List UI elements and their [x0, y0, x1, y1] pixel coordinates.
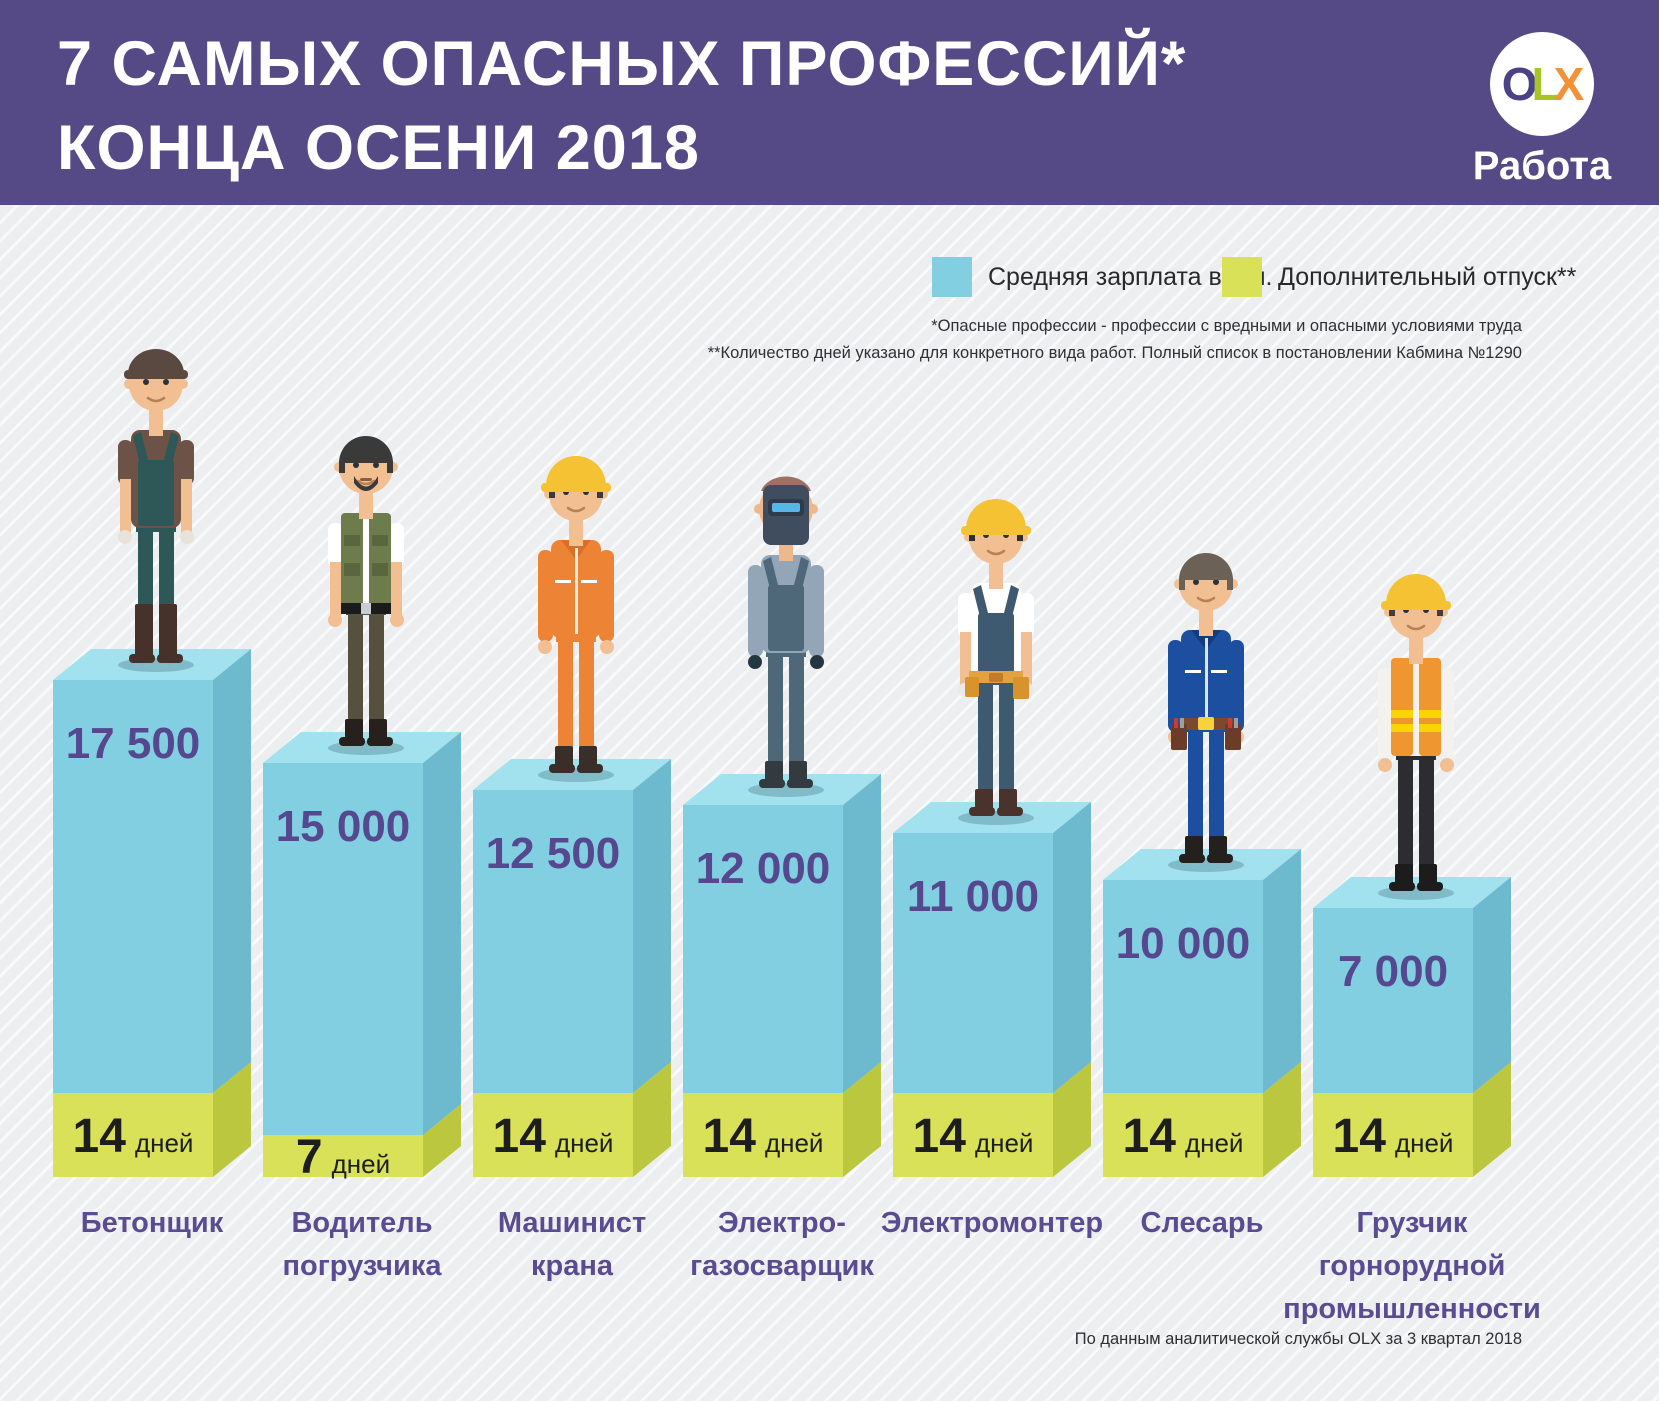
logo-product-name: Работа — [1472, 144, 1612, 188]
bar-crane-operator: 12 500 14 дней — [473, 759, 671, 1177]
profession-label-forklift-driver: Водитель погрузчика — [282, 1207, 442, 1282]
vacation-days-mining-loader: 14 дней — [1333, 1110, 1454, 1163]
vacation-days-fitter: 14 дней — [1123, 1110, 1244, 1163]
vacation-days-concrete-worker: 14 дней — [73, 1110, 194, 1163]
worker-illustration-fitter — [1168, 553, 1244, 872]
salary-value-concrete-worker: 17 500 — [66, 719, 201, 768]
page-title: 7 САМЫХ ОПАСНЫХ ПРОФЕССИЙ* КОНЦА ОСЕНИ 2… — [57, 29, 1187, 183]
profession-label-fitter: Слесарь — [1140, 1207, 1264, 1239]
legend-item-vacation: Дополнительный отпуск** — [1222, 257, 1576, 297]
salary-value-mining-loader: 7 000 — [1338, 947, 1448, 996]
salary-color-swatch — [932, 257, 972, 297]
salary-value-electrician: 11 000 — [907, 872, 1039, 921]
data-source-note: По данным аналитической службы OLX за 3 … — [1074, 1330, 1522, 1348]
salary-value-forklift-driver: 15 000 — [276, 802, 411, 851]
bar-electrician: 11 000 14 дней — [893, 802, 1091, 1177]
worker-illustration-crane-operator — [538, 456, 614, 782]
bar-welder: 12 000 14 дней — [683, 774, 881, 1177]
profession-label-concrete-worker: Бетонщик — [80, 1207, 224, 1239]
profession-label-welder: Электро- газосварщик — [690, 1207, 874, 1282]
legend-label-vacation: Дополнительный отпуск** — [1278, 262, 1577, 291]
worker-illustration-electrician — [958, 499, 1034, 825]
vacation-days-welder: 14 дней — [703, 1110, 824, 1163]
profession-label-electrician: Электромонтер — [880, 1207, 1104, 1239]
bar-concrete-worker: 17 500 14 дней — [53, 649, 251, 1177]
salary-value-crane-operator: 12 500 — [486, 829, 621, 878]
vacation-days-crane-operator: 14 дней — [493, 1110, 614, 1163]
salary-value-fitter: 10 000 — [1116, 919, 1251, 968]
worker-illustration-forklift-driver — [328, 436, 404, 755]
worker-illustration-concrete-worker — [118, 349, 194, 672]
bar-forklift-driver: 15 000 7 дней — [263, 732, 461, 1179]
bar-mining-loader: 7 000 14 дней — [1313, 877, 1511, 1177]
vacation-color-swatch — [1222, 257, 1262, 297]
profession-label-mining-loader: Грузчик горнорудной промышленности — [1283, 1207, 1541, 1325]
olx-letter-o: O — [1501, 58, 1538, 110]
olx-letter-x: X — [1553, 58, 1585, 110]
worker-illustration-mining-loader — [1378, 574, 1454, 900]
vacation-days-forklift-driver: 7 дней — [296, 1131, 390, 1179]
olx-letter-l: L — [1531, 58, 1559, 110]
bar-fitter: 10 000 14 дней — [1103, 849, 1301, 1177]
profession-label-crane-operator: Машинист крана — [497, 1207, 647, 1282]
vacation-days-electrician: 14 дней — [913, 1110, 1034, 1163]
header-band: 7 САМЫХ ОПАСНЫХ ПРОФЕССИЙ* КОНЦА ОСЕНИ 2… — [0, 0, 1659, 205]
worker-illustration-welder — [748, 476, 824, 797]
salary-value-welder: 12 000 — [696, 844, 831, 893]
footnotes: *Опасные профессии - профессии с вредным… — [707, 317, 1522, 362]
